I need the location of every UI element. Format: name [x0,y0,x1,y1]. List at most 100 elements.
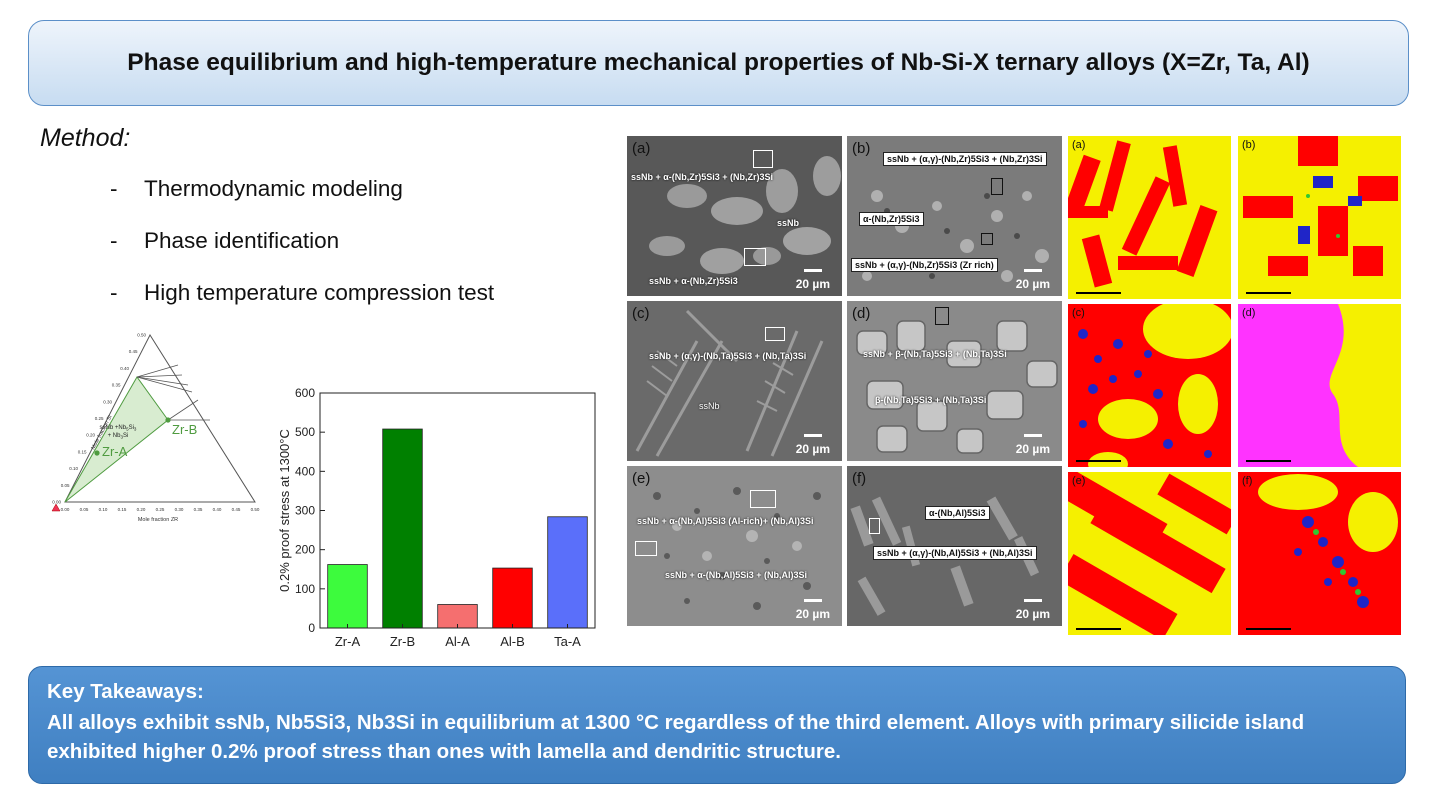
y-tick-label: 600 [295,386,315,400]
ternary-phase-diagram: ssNb +Nb5Si3 + Nb3Si Zr-A Zr-B Mole frac… [51,333,260,523]
sem-panel-label: (a) [632,140,651,157]
left-tick-labels: 0.00 0.05 0.10 0.15 0.20 0.25 0.30 0.35 0.40 0.45… [52,333,146,505]
scale-bar [1246,460,1291,462]
ebsd-map-f [1238,472,1401,635]
title-banner: Phase equilibrium and high-temperature m… [28,20,1409,106]
sem-panel-label: (d) [852,305,871,322]
phase-annotation: ssNb + (α,γ)-(Nb,Zr)5Si3 + (Nb,Zr)3Si [883,152,1047,166]
ternary-tick-label: 0.20 [137,507,146,512]
phase-annotation: ssNb + (α,γ)-(Nb,Zr)5Si3 (Zr rich) [851,258,998,272]
method-item-label: High temperature compression test [144,280,495,305]
three-phase-region [64,376,169,503]
sem-panel-e: (e) ssNb + α-(Nb,Al)5Si3 (Al-rich)+ (Nb,… [627,466,842,626]
sem-image-e [627,466,842,626]
ebsd-map-a [1068,136,1231,299]
ebsd-map-d [1238,304,1401,467]
ebsd-panel-label: (b) [1242,139,1256,151]
y-tick-label: 500 [295,425,315,439]
tie-line [136,364,179,378]
scale-bar [804,434,822,437]
sem-panel-label: (e) [632,470,651,487]
sem-panel-b: (b) ssNb + (α,γ)-(Nb,Zr)5Si3 + (Nb,Zr)3S… [847,136,1062,296]
y-tick-label: 0 [308,621,315,635]
sem-panel-a: (a) ssNb + α-(Nb,Zr)5Si3 + (Nb,Zr)3Si ss… [627,136,842,296]
point-zr-a [94,450,100,456]
method-heading: Method: [40,124,131,152]
scale-label: 20 µm [1015,277,1050,291]
ternary-tick-label: 0.05 [80,507,89,512]
scale-label: 20 µm [795,277,830,291]
bar-al-b [492,567,533,629]
point-label-zr-b: Zr-B [172,422,197,437]
plot-frame [319,392,596,629]
point-zr-b [165,417,171,423]
method-item-label: Phase identification [144,228,340,253]
ternary-tick-label: 0.45 [129,349,138,354]
ternary-tick-label: 0.30 [175,507,184,512]
scale-bar [1076,628,1121,630]
ebsd-map-c [1068,304,1231,467]
region-marker [765,327,785,341]
phase-annotation: ssNb + (α,γ)-(Nb,Al)5Si3 + (Nb,Al)3Si [873,546,1037,560]
phase-annotation: ssNb + (α,γ)-(Nb,Ta)5Si3 + (Nb,Ta)3Si [649,351,807,361]
phase-annotation: ssNb + α-(Nb,Zr)5Si3 + (Nb,Zr)3Si [631,172,774,182]
ebsd-panel-c: (c) [1068,304,1231,467]
sem-panel-f: (f) α-(Nb,Al)5Si3 ssNb + (α,γ)-(Nb,Al)5S… [847,466,1062,626]
tie-line [167,399,199,421]
ternary-tick-label: 0.20 [86,433,95,438]
ternary-tick-label: 0.25 [156,507,165,512]
tie-line [136,376,193,393]
takeaways-body: All alloys exhibit ssNb, Nb5Si3, Nb3Si i… [47,711,1305,763]
y-tick-label: 300 [295,504,315,518]
ebsd-panel-a: (a) [1068,136,1231,299]
region-marker [750,490,776,508]
ternary-tick-label: 0.15 [118,507,127,512]
bar-zr-b [382,428,423,629]
ebsd-panel-label: (e) [1072,475,1086,487]
phase-annotation: β-(Nb,Ta)5Si3 + (Nb,Ta)3Si [875,395,987,405]
y-tick-label: 200 [295,543,315,557]
scale-label: 20 µm [1015,442,1050,456]
phase-annotation: ssNb [777,218,800,228]
ebsd-panel-label: (f) [1242,475,1253,487]
method-item-label: Thermodynamic modeling [144,176,403,201]
x-tick-label: Ta-A [554,634,581,649]
sem-image-a [627,136,842,296]
ebsd-panel-d: (d) [1238,304,1401,467]
ebsd-panel-b: (b) [1238,136,1401,299]
bar-zr-a [327,564,368,629]
x-tick-label: Al-B [500,634,525,649]
ebsd-map-e [1068,472,1231,635]
region-marker [635,541,657,556]
phase-annotation: α-(Nb,Zr)5Si3 [859,212,924,226]
bars [327,428,588,629]
phase-annotation: ssNb [699,401,720,411]
dash-bullet: - [110,228,118,253]
x-axis-labels: Zr-A Zr-B Al-A Al-B Ta-A [335,624,581,649]
method-item: - High temperature compression test [110,267,494,319]
y-axis-title: 0.2% proof stress at 1300°C [277,429,292,592]
ternary-tick-label: 0.00 [61,507,70,512]
phase-annotation: α-(Nb,Al)5Si3 [925,506,990,520]
phase-annotation: ssNb + α-(Nb,Zr)5Si3 [649,276,738,286]
scale-label: 20 µm [1015,607,1050,621]
scale-bar [804,269,822,272]
scale-bar [1076,460,1121,462]
ternary-frame [64,333,256,503]
x-tick-label: Al-A [445,634,470,649]
y-axis-title-group: 0.2% proof stress at 1300°C [277,429,292,592]
dash-bullet: - [110,280,118,305]
ternary-tick-label: 0.40 [213,507,222,512]
dash-bullet: - [110,176,118,201]
sem-panel-d: (d) ssNb + β-(Nb,Ta)5Si3 + (Nb,Ta)3Si β-… [847,301,1062,461]
point-label-zr-a: Zr-A [102,444,128,459]
ternary-tick-label: 0.00 [52,500,61,505]
region-marker [869,518,880,534]
ternary-tick-label: 0.50 [251,507,260,512]
ternary-tick-label: 0.10 [99,507,108,512]
y-tick-label: 100 [295,582,315,596]
scale-label: 20 µm [795,442,830,456]
ternary-tick-label: 0.05 [61,483,70,488]
sem-image-c [627,301,842,461]
ternary-xlabel: Mole fraction ZR [138,517,178,523]
